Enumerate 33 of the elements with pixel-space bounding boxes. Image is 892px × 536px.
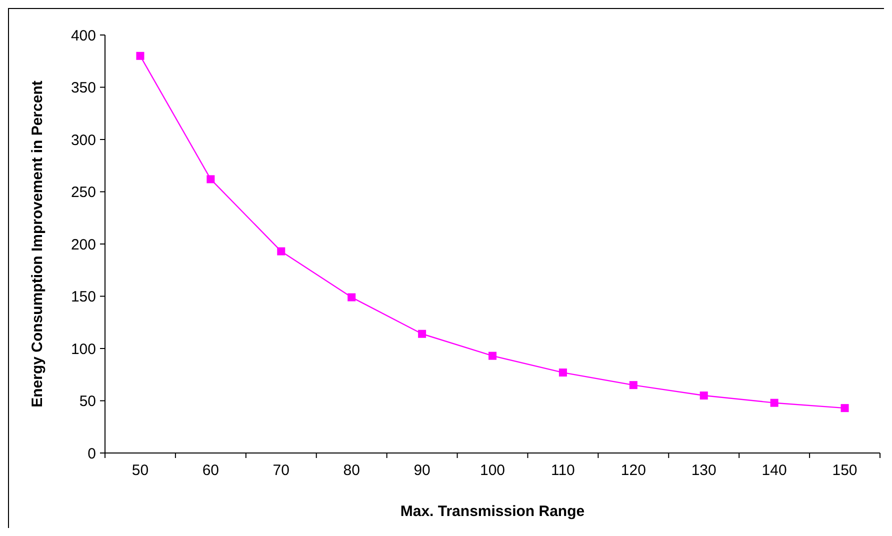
point bbox=[348, 293, 356, 302]
x-tick-label: 80 bbox=[343, 462, 360, 479]
point bbox=[840, 404, 849, 412]
point bbox=[418, 330, 426, 338]
point bbox=[558, 368, 567, 377]
x-tick-label: 150 bbox=[832, 462, 858, 479]
x-tick-label: 120 bbox=[620, 462, 646, 479]
x-tick-label: 90 bbox=[414, 462, 430, 479]
x-tick-label: 110 bbox=[550, 462, 575, 479]
y-tick-label: 250 bbox=[70, 184, 96, 201]
y-tick-label: 100 bbox=[70, 340, 96, 358]
y-tick-label: 0 bbox=[88, 445, 96, 462]
x-tick-label: 60 bbox=[202, 462, 220, 479]
point bbox=[770, 398, 778, 407]
point bbox=[136, 52, 144, 60]
y-tick-label: 50 bbox=[79, 393, 96, 410]
x-tick-label: 50 bbox=[132, 462, 149, 479]
point bbox=[629, 381, 638, 390]
y-tick-label: 300 bbox=[70, 132, 96, 149]
y-axis-title: Energy Consumption Improvement in Percent bbox=[29, 80, 46, 408]
y-tick-label: 150 bbox=[70, 288, 96, 306]
x-tick-label: 140 bbox=[762, 462, 787, 479]
point bbox=[488, 352, 496, 360]
point bbox=[206, 175, 215, 184]
x-tick-label: 70 bbox=[272, 462, 290, 479]
x-tick-label: 100 bbox=[480, 462, 506, 479]
y-tick-label: 400 bbox=[70, 27, 96, 44]
x-tick-label: 130 bbox=[691, 462, 716, 479]
point bbox=[700, 392, 708, 400]
point bbox=[277, 247, 286, 256]
y-tick-label: 350 bbox=[70, 80, 96, 96]
x-axis-title: Max. Transmission Range bbox=[400, 503, 585, 520]
y-tick-label: 200 bbox=[70, 236, 96, 254]
